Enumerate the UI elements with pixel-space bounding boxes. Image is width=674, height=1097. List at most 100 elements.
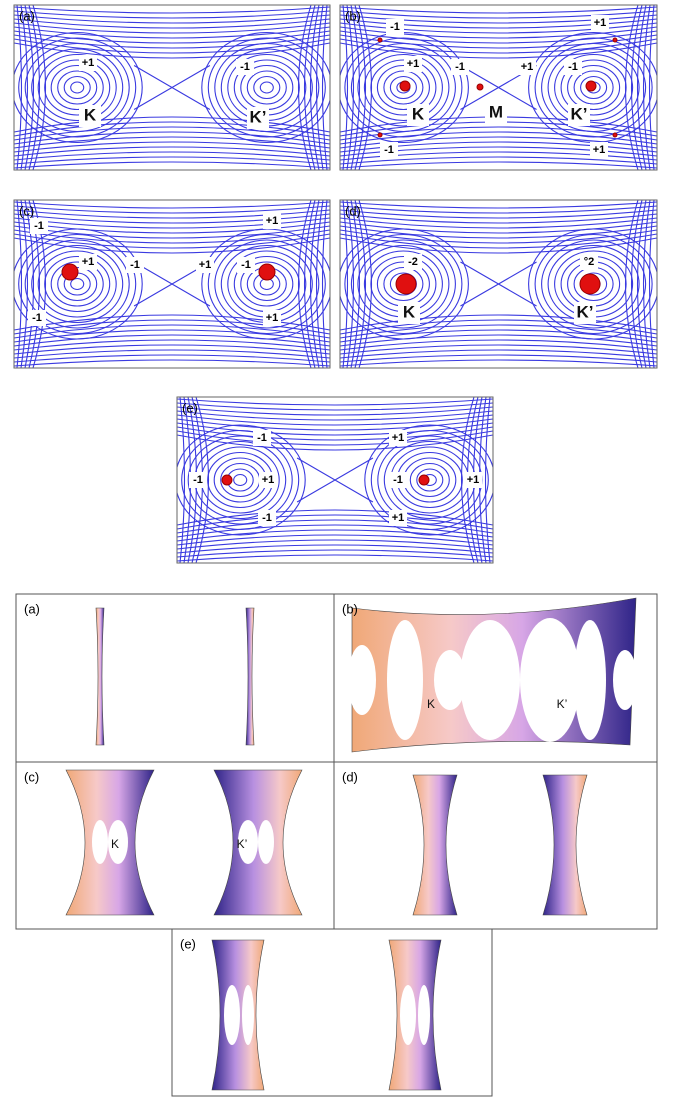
panel-tag: (c) [24,769,39,784]
singularity [613,38,617,42]
singularity [419,475,429,485]
winding-label: -1 [241,259,251,271]
gap [387,620,423,740]
contour-panel: (e)-1+1-1+1-1+1-1+1 [175,397,495,563]
winding-label: +1 [266,215,279,227]
contour-panel: (b)-1+1+1-1+1-1-1+1KMK’ [338,5,658,170]
contour [177,435,493,450]
k-point: K’ [571,104,588,123]
k-point: K [84,105,97,124]
panel-tag: (d) [345,203,361,218]
k-point: K’ [250,107,267,126]
singularity [62,264,78,280]
k-point: K [427,697,435,711]
contour [177,550,493,557]
gap [613,650,637,710]
contour [14,360,330,366]
winding-label: +1 [594,17,607,29]
winding-label: -1 [393,474,403,486]
band-surface [96,608,104,745]
panel-tag: (a) [19,8,35,23]
band-surface [246,608,254,745]
winding-label: +1 [392,512,405,524]
contour [297,458,373,502]
k-point: K [403,302,416,321]
contours [338,200,658,368]
contour [45,257,110,312]
singularity [378,133,382,137]
winding-label: +1 [266,312,279,324]
panel-tag: (b) [345,8,361,23]
winding-label: °2 [584,256,595,268]
contour [234,475,247,486]
contour [177,399,493,405]
k-point: K [412,104,425,123]
winding-label: -2 [408,256,418,268]
k-point: M [489,102,503,121]
contour [14,315,330,330]
k-point: K’ [577,302,594,321]
contour [340,162,657,168]
winding-label: -1 [262,512,272,524]
gap [242,985,254,1045]
singularity [477,84,483,90]
winding-label: +1 [392,432,405,444]
winding-label: +1 [262,474,275,486]
gap [348,645,376,715]
contour [260,82,273,93]
contour [340,355,657,362]
gap [434,650,466,710]
contour [460,262,536,306]
contour [340,315,657,330]
gap [92,820,108,864]
contour [340,157,657,164]
singularity [400,81,410,91]
contour [340,360,657,366]
contour [177,403,493,410]
winding-label: -1 [390,21,400,33]
gap [418,985,430,1045]
contour [177,407,493,415]
panel-tag: (a) [24,601,40,616]
band-surface [214,770,302,915]
gap [400,985,416,1045]
winding-label: +1 [199,259,212,271]
contour [14,7,330,13]
gap [224,985,240,1045]
contour-panel: (c)-1+1+1-1+1-1-1+1 [12,200,332,368]
contour [340,11,657,18]
singularity [378,38,382,42]
band-surface [543,775,587,915]
contours [12,200,332,368]
gap [574,620,606,740]
contour [14,15,330,23]
winding-label: +1 [521,61,534,73]
gap [460,620,520,740]
winding-label: +1 [593,144,606,156]
singularity [222,475,232,485]
singularity [586,81,596,91]
contour-panel: (d) -2 °2 K K’ [338,200,658,368]
contour [14,162,330,168]
gap [258,820,274,864]
panel-tag: (c) [19,203,34,218]
band-surface [413,775,457,915]
winding-label: -1 [455,61,465,73]
singularity [396,274,416,294]
winding-label: -1 [384,144,394,156]
contour [64,77,90,99]
panel-tag: (e) [182,400,198,415]
winding-label: -1 [130,259,140,271]
k-point: K’ [237,837,248,851]
winding-label: +1 [467,474,480,486]
winding-label: -1 [32,312,42,324]
contour [177,510,493,525]
singularity [580,274,600,294]
contour [14,157,330,164]
contour [71,279,84,290]
winding-label: -1 [34,220,44,232]
contour [340,350,657,358]
contour [14,355,330,362]
contour [38,251,116,317]
